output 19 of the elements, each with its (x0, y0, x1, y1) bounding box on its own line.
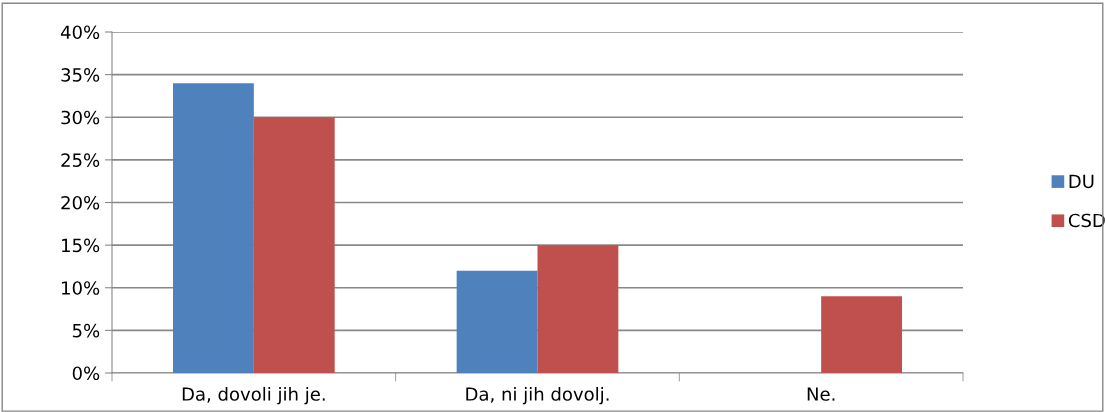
x-tick-label: Da, ni jih dovolj. (466, 386, 609, 405)
y-tick-label: 0% (72, 366, 100, 381)
y-tick-label: 25% (61, 153, 100, 167)
y-tick-label: 20% (61, 195, 100, 210)
y-tick-label: 30% (61, 110, 100, 125)
x-tick-label: Ne. (807, 387, 835, 401)
legend-label: DU (1069, 174, 1094, 189)
bar (456, 270, 538, 373)
bar (537, 245, 619, 373)
y-tick-label: 10% (62, 281, 100, 295)
bar (253, 117, 335, 373)
y-tick-label: 15% (62, 238, 100, 253)
legend-label: CSD (1068, 213, 1105, 228)
y-tick-label: 35% (61, 68, 100, 82)
x-tick-label: Da, dovoli jih je. (182, 386, 325, 405)
bar (821, 296, 903, 373)
y-tick-label: 40% (60, 25, 100, 40)
bar (172, 83, 254, 373)
y-tick-label: 5% (72, 323, 100, 338)
